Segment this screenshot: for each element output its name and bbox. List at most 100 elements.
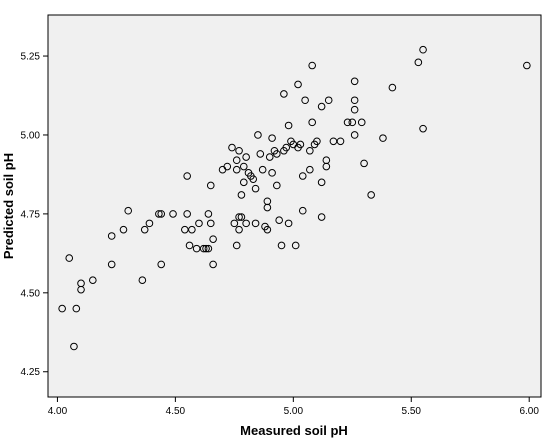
data-point (268, 134, 276, 142)
data-point (256, 150, 265, 158)
data-point (336, 137, 345, 146)
data-point (188, 225, 196, 234)
data-point (157, 260, 166, 269)
data-point (282, 143, 291, 152)
data-point (72, 304, 81, 313)
data-point (313, 137, 321, 146)
data-point (308, 118, 316, 127)
data-point (155, 210, 163, 218)
data-point (254, 131, 262, 139)
data-point (263, 225, 272, 234)
data-point (298, 206, 307, 215)
data-point (157, 210, 166, 218)
x-tick-label: 5.50 (402, 406, 422, 417)
data-point (185, 241, 194, 250)
data-point (140, 225, 149, 234)
data-point (284, 121, 293, 130)
data-point (235, 146, 243, 155)
data-point (322, 162, 331, 171)
data-point (360, 159, 368, 168)
data-point (258, 165, 267, 174)
data-point (523, 61, 531, 70)
data-point (350, 77, 359, 86)
data-point (273, 181, 281, 190)
data-point (239, 162, 248, 171)
data-point (350, 96, 359, 105)
x-axis: 4.00 4.50 5.00 5.50 6.00 (48, 397, 539, 417)
data-point (284, 219, 293, 228)
data-point (202, 244, 210, 253)
data-point (306, 165, 314, 174)
data-point (204, 210, 213, 218)
data-point (317, 178, 326, 187)
y-tick-label: 4.50 (21, 288, 41, 299)
data-point (242, 153, 250, 161)
y-axis: 4.25 4.50 4.75 5.00 5.25 (21, 52, 48, 378)
data-point (89, 276, 97, 284)
data-point (237, 191, 246, 199)
data-point (65, 254, 74, 262)
data-point (419, 124, 427, 133)
data-point (228, 143, 236, 152)
x-tick-label: 4.00 (48, 406, 68, 417)
x-tick-label: 5.00 (284, 406, 304, 417)
data-point (183, 210, 191, 218)
data-point (275, 216, 283, 225)
data-point (195, 219, 203, 228)
data-point (291, 241, 300, 250)
data-point (350, 131, 359, 139)
data-point (388, 83, 397, 92)
data-point (235, 225, 243, 234)
data-point (306, 146, 314, 155)
data-point (273, 150, 281, 158)
data-point (209, 260, 217, 269)
data-point (230, 219, 239, 228)
data-point (317, 213, 326, 221)
data-point (70, 342, 78, 351)
data-point (204, 244, 213, 253)
data-point (419, 45, 427, 54)
data-point (350, 105, 359, 114)
data-point (268, 169, 276, 177)
y-tick-label: 5.25 (21, 52, 41, 63)
data-point (379, 134, 387, 142)
y-tick-label: 4.75 (21, 209, 41, 220)
data-point (119, 225, 128, 234)
data-point (251, 219, 260, 228)
data-point (249, 175, 258, 183)
data-point (107, 260, 116, 269)
plot-area (47, 14, 542, 398)
x-axis-title: Measured soil pH (240, 423, 348, 438)
data-point (277, 241, 286, 250)
data-point (263, 203, 272, 212)
data-point (58, 304, 66, 313)
data-point (239, 178, 248, 187)
data-point (280, 90, 288, 98)
data-point (235, 213, 243, 221)
data-point (124, 206, 133, 215)
data-point (206, 181, 215, 190)
y-axis-title: Predicted soil pH (1, 153, 16, 259)
x-tick-label: 6.00 (519, 406, 539, 417)
data-point (242, 219, 250, 228)
data-point (251, 184, 260, 193)
data-point (223, 162, 232, 171)
data-point (209, 235, 217, 243)
data-point (308, 61, 316, 70)
data-point (183, 172, 191, 180)
data-point (357, 118, 366, 127)
data-point (294, 80, 302, 89)
data-point (265, 153, 274, 161)
data-point (296, 140, 305, 149)
data-point (301, 96, 309, 105)
y-tick-label: 4.25 (21, 367, 41, 378)
data-point (232, 165, 241, 174)
data-point (169, 210, 177, 218)
data-point (298, 172, 307, 180)
data-point (206, 219, 215, 228)
data-point (317, 102, 326, 111)
data-point (232, 156, 241, 165)
data-point (348, 118, 357, 127)
data-point (343, 118, 352, 127)
